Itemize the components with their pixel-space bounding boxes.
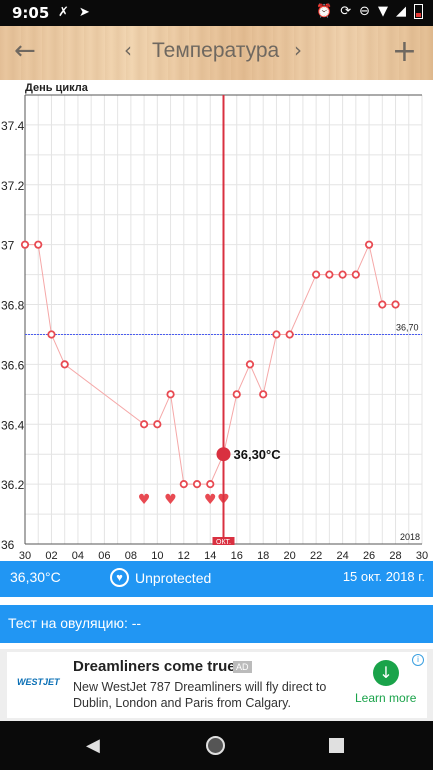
- ad-info-icon[interactable]: i: [412, 654, 424, 666]
- x-tick-label: 30: [19, 550, 31, 561]
- back-button[interactable]: ←: [14, 36, 36, 66]
- temperature-point: [34, 240, 43, 249]
- temperature-point: [20, 240, 30, 249]
- y-tick-label: 36.6: [1, 358, 25, 372]
- y-tick-label: 36.2: [1, 478, 25, 492]
- current-temperature: 36,30°C: [10, 569, 61, 585]
- x-tick-label: 16: [231, 550, 243, 561]
- temperature-point: [245, 360, 255, 369]
- x-tick-label: 28: [389, 550, 401, 561]
- y-tick-label: 37.2: [1, 179, 25, 193]
- temperature-point: [166, 390, 175, 399]
- temperature-point: [179, 480, 188, 489]
- nav-home-icon[interactable]: [206, 736, 225, 755]
- ad-badge: AD: [233, 661, 252, 673]
- wifi-icon: ▼: [378, 4, 388, 19]
- ad-text[interactable]: New WestJet 787 Dreamliners will fly dir…: [73, 680, 327, 710]
- x-tick-label: 18: [257, 550, 269, 561]
- ad-title[interactable]: Dreamliners come true.: [73, 658, 240, 675]
- temperature-point: [325, 270, 334, 279]
- x-tick-label: 30: [416, 550, 428, 561]
- selected-date: 15 окт. 2018 г.: [342, 569, 425, 584]
- x-tick-label: 04: [72, 550, 84, 561]
- send-icon: ➤: [78, 5, 90, 20]
- toolbar: ← ‹ Температура › +: [0, 26, 433, 80]
- temperature-chart[interactable]: День цикла 36,70 ♥♥♥♥ 37.437.23736.836.6…: [0, 80, 433, 562]
- x-tick-label: 08: [125, 550, 137, 561]
- previous-chart-button[interactable]: ‹: [124, 38, 132, 62]
- download-arrow-icon[interactable]: ↓: [373, 660, 399, 686]
- next-chart-button[interactable]: ›: [294, 38, 302, 62]
- temperature-point: [140, 420, 149, 429]
- month-tag-bg: [212, 537, 235, 545]
- battery-low-icon: [414, 4, 423, 19]
- x-tick-label: 10: [151, 550, 163, 561]
- temperature-point: [351, 270, 360, 279]
- learn-more-button[interactable]: Learn more: [355, 691, 417, 705]
- dnd-icon: ⊖: [359, 4, 370, 19]
- x-tick-label: 12: [178, 550, 190, 561]
- intercourse-heart-icon: ♥: [138, 492, 151, 508]
- status-time: 9:05: [12, 4, 50, 22]
- chart-title: День цикла: [25, 82, 89, 94]
- x-tick-label: 22: [310, 550, 322, 561]
- temperature-point: [60, 360, 69, 369]
- day-summary-bar[interactable]: 36,30°C ♥ Unprotected 15 окт. 2018 г.: [0, 561, 433, 597]
- y-tick-label: 36.8: [1, 299, 25, 313]
- navigation-bar: ◀: [0, 721, 433, 770]
- chart-svg[interactable]: День цикла 36,70 ♥♥♥♥ 37.437.23736.836.6…: [0, 80, 433, 562]
- y-tick-label: 37.4: [1, 119, 25, 133]
- temperature-point: [364, 240, 374, 249]
- month-tag: ОКТ.: [216, 539, 231, 546]
- y-tick-label: 36.4: [1, 418, 25, 432]
- ovulation-test-bar[interactable]: Тест на овуляцию: --: [0, 605, 433, 643]
- temperature-point: [206, 480, 215, 489]
- westjet-logo: WESTJET: [17, 677, 60, 687]
- intercourse-heart-icon: ♥: [204, 492, 217, 508]
- temperature-point: [259, 390, 268, 399]
- x-tick-label: 20: [284, 550, 296, 561]
- y-tick-label: 37: [1, 239, 15, 253]
- x-tick-label: 26: [363, 550, 375, 561]
- ad-banner[interactable]: WESTJET Dreamliners come true. AD New We…: [0, 649, 433, 721]
- x-tick-label: 14: [204, 550, 216, 561]
- signal-icon: ◢: [396, 4, 406, 19]
- y-tick-label: 36: [1, 538, 15, 552]
- temperature-point: [285, 330, 294, 339]
- intercourse-heart-icon: ♥: [164, 492, 177, 508]
- temperature-point: [153, 420, 162, 429]
- temperature-point: [47, 330, 56, 339]
- heart-icon: ♥: [110, 568, 129, 587]
- x-tick-label: 02: [45, 550, 57, 561]
- temperature-point: [272, 330, 281, 339]
- protection-status: ♥ Unprotected: [110, 568, 211, 587]
- temperature-point: [378, 300, 387, 309]
- temperature-point: [192, 480, 202, 489]
- today-point: [216, 447, 231, 462]
- protection-status-label: Unprotected: [135, 569, 212, 586]
- nav-back-icon[interactable]: ◀: [86, 735, 100, 756]
- temperature-point: [312, 270, 321, 279]
- status-bar: 9:05 ✗ ➤ ⏰ ⟳ ⊖ ▼ ◢: [0, 0, 433, 26]
- ovulation-test-label: Тест на овуляцию: --: [8, 615, 142, 631]
- temperature-point: [338, 270, 347, 279]
- sync-icon: ⟳: [340, 4, 352, 19]
- page-title: Температура: [152, 39, 280, 62]
- temperature-point: [391, 300, 400, 309]
- today-value-label: 36,30°C: [234, 447, 282, 462]
- coverline-label: 36,70: [396, 322, 419, 332]
- year-label: 2018: [400, 532, 420, 542]
- add-button[interactable]: +: [391, 34, 417, 69]
- x-tools-icon: ✗: [58, 5, 69, 20]
- x-tick-label: 06: [98, 550, 110, 561]
- alarm-icon: ⏰: [316, 4, 333, 19]
- temperature-point: [232, 390, 241, 399]
- nav-recents-icon[interactable]: [329, 738, 344, 753]
- x-tick-label: 24: [336, 550, 348, 561]
